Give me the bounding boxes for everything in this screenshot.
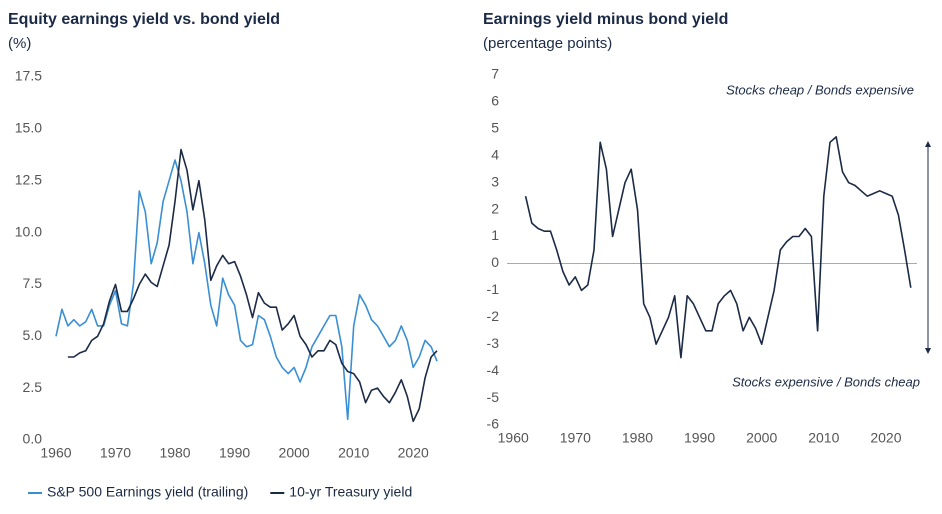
y-tick-label: 1 — [491, 227, 499, 243]
data-line — [55, 159, 438, 421]
data-line — [524, 136, 912, 359]
chart-subtitle: (percentage points) — [483, 35, 612, 52]
x-tick-label: 1980 — [159, 445, 190, 461]
y-tick-label: 5 — [491, 120, 499, 136]
chart-subtitle: (%) — [8, 35, 31, 52]
y-tick-label: 7.5 — [23, 275, 43, 291]
annotation: Stocks cheap / Bonds expensive — [726, 82, 914, 97]
x-tick-label: 2010 — [808, 430, 839, 446]
y-tick-label: 2.5 — [23, 379, 43, 395]
y-tick-label: -6 — [487, 416, 500, 432]
y-tick-label: 5.0 — [23, 327, 43, 343]
x-tick-label: 1990 — [684, 430, 715, 446]
x-tick-label: 1960 — [40, 445, 71, 461]
y-tick-label: 4 — [491, 146, 499, 162]
x-tick-label: 2000 — [746, 430, 777, 446]
x-tick-label: 1990 — [219, 445, 250, 461]
chart-title: Equity earnings yield vs. bond yield — [8, 11, 280, 28]
y-tick-label: 10.0 — [15, 223, 42, 239]
x-tick-label: 2000 — [279, 445, 310, 461]
x-tick-label: 2010 — [338, 445, 369, 461]
data-line — [67, 148, 438, 423]
y-tick-label: -3 — [487, 335, 500, 351]
y-tick-label: 15.0 — [15, 120, 42, 136]
y-tick-label: 12.5 — [15, 171, 42, 187]
annotation: Stocks expensive / Bonds cheap — [732, 374, 920, 389]
range-arrow — [925, 141, 931, 354]
chart-title: Earnings yield minus bond yield — [483, 11, 728, 28]
y-tick-label: 0.0 — [23, 431, 43, 447]
y-tick-label: -1 — [487, 281, 500, 297]
x-tick-label: 2020 — [398, 445, 429, 461]
x-tick-label: 1970 — [100, 445, 131, 461]
y-tick-label: -5 — [487, 389, 500, 405]
x-tick-label: 1980 — [622, 430, 653, 446]
y-tick-label: 17.5 — [15, 68, 42, 84]
x-tick-label: 2020 — [870, 430, 901, 446]
y-tick-label: -4 — [487, 362, 500, 378]
x-tick-label: 1970 — [560, 430, 591, 446]
y-tick-label: 0 — [491, 254, 499, 270]
y-tick-label: 7 — [491, 66, 499, 82]
y-tick-label: 3 — [491, 173, 499, 189]
legend-label: 10-yr Treasury yield — [289, 484, 412, 500]
y-tick-label: 6 — [491, 93, 499, 109]
legend-label: S&P 500 Earnings yield (trailing) — [47, 484, 248, 500]
x-tick-label: 1960 — [498, 430, 529, 446]
y-tick-label: -2 — [487, 308, 500, 324]
y-tick-label: 2 — [491, 200, 499, 216]
